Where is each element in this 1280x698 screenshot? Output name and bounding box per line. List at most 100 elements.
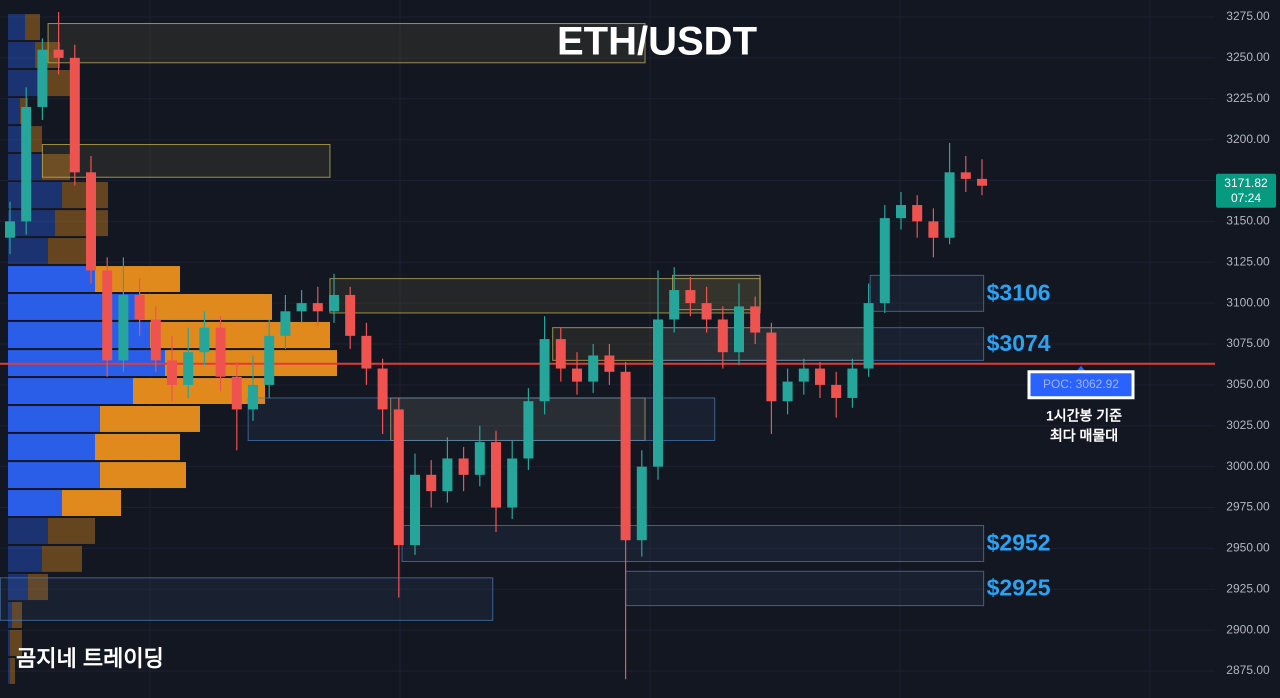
profile-sell: [100, 462, 186, 489]
zone-box: [247, 397, 716, 441]
y-tick-label: 2975.00: [1226, 500, 1270, 514]
candle-body: [280, 311, 291, 336]
candle-body: [69, 57, 80, 173]
profile-buy: [8, 238, 48, 265]
candle-body: [183, 352, 194, 385]
candle-body: [588, 355, 599, 382]
volume-profile: [8, 14, 337, 684]
profile-buy: [8, 293, 140, 320]
candle-body: [636, 466, 647, 541]
profile-buy: [8, 657, 10, 684]
zone-box: [41, 144, 331, 178]
candle-body: [329, 294, 339, 312]
overlays: 2875.00 2900.00 2925.00 2950.00 2975.00 3000.…: [987, 9, 1276, 677]
profile-sell: [62, 490, 121, 517]
candle-body: [264, 335, 275, 385]
candle-body: [879, 218, 890, 304]
candle-body: [701, 303, 712, 320]
profile-sell: [48, 518, 95, 544]
profile-buy: [8, 406, 100, 432]
candle-body: [393, 409, 404, 546]
profile-sell: [25, 14, 40, 41]
candle-body: [231, 376, 242, 410]
candle-body: [5, 221, 15, 238]
candle-body: [312, 303, 323, 312]
candle-body: [134, 294, 145, 320]
profile-sell: [100, 406, 200, 432]
profile-sell: [42, 545, 82, 572]
profile-sell: [42, 154, 70, 180]
last-price-label: 3171.82: [1224, 176, 1268, 190]
candle-body: [167, 360, 177, 385]
candle-body: [361, 335, 372, 369]
candle-body: [717, 319, 728, 353]
profile-sell: [150, 321, 330, 349]
profile-sell: [48, 238, 88, 265]
profile-sell: [28, 573, 48, 601]
zone-box: [0, 577, 494, 621]
profile-buy: [8, 69, 42, 97]
candle-body: [118, 294, 129, 361]
y-tick-label: 2900.00: [1226, 622, 1270, 636]
profile-buy: [8, 210, 55, 237]
candle-body: [215, 327, 226, 377]
poc-note: 최다 매물대: [1050, 427, 1118, 443]
zone-label: $2925: [987, 575, 1051, 601]
profile-sell: [10, 657, 15, 684]
profile-buy: [8, 630, 10, 656]
zone-box: [390, 397, 646, 441]
profile-buy: [8, 181, 62, 209]
y-tick-label: 2950.00: [1226, 541, 1270, 555]
y-tick-label: 3075.00: [1226, 336, 1270, 350]
candle-body: [248, 384, 258, 410]
profile-buy: [8, 378, 133, 405]
y-tick-label: 2925.00: [1226, 581, 1270, 595]
grid: [0, 16, 1215, 672]
candle-body: [669, 290, 680, 320]
profile-buy: [8, 42, 35, 68]
candle-body: [750, 306, 761, 333]
candle-body: [685, 290, 696, 304]
candle-body: [815, 368, 825, 385]
chart-title: ETH/USDT: [557, 20, 757, 64]
zone-box: [654, 327, 985, 361]
y-tick-label: 3250.00: [1226, 50, 1270, 64]
y-tick-label: 3200.00: [1226, 132, 1270, 146]
candle-body: [507, 458, 518, 508]
candle-body: [442, 458, 453, 492]
candle-body: [734, 306, 744, 353]
profile-sell: [62, 181, 108, 209]
candle-body: [523, 401, 534, 459]
candle-body: [345, 294, 356, 336]
zone-label: $2952: [987, 530, 1051, 556]
last-price-badge: [1216, 173, 1276, 208]
candle-body: [410, 474, 420, 546]
profile-buy: [8, 545, 42, 572]
y-tick-label: 3025.00: [1226, 418, 1270, 432]
candle-body: [102, 270, 113, 361]
profile-buy: [8, 98, 20, 125]
profile-buy: [8, 518, 48, 544]
candle-body: [766, 332, 777, 402]
candle-body: [572, 368, 582, 382]
candle-body: [798, 368, 809, 382]
candle-body: [199, 327, 210, 353]
candle-body: [296, 303, 307, 312]
candle-body: [960, 172, 971, 179]
y-tick-label: 3000.00: [1226, 459, 1270, 473]
candle-body: [782, 381, 793, 402]
y-tick-label: 3125.00: [1226, 254, 1270, 268]
zone-box: [47, 23, 646, 64]
profile-sell: [95, 433, 180, 461]
profile-sell: [140, 293, 272, 320]
zone-box: [552, 327, 871, 361]
y-tick-label: 3050.00: [1226, 377, 1270, 391]
candle-body: [604, 355, 615, 372]
y-tick-label: 3150.00: [1226, 214, 1270, 228]
candle-body: [831, 384, 842, 398]
profile-buy: [8, 433, 95, 461]
zone-label: $3106: [987, 279, 1051, 305]
profile-sell: [55, 210, 108, 237]
